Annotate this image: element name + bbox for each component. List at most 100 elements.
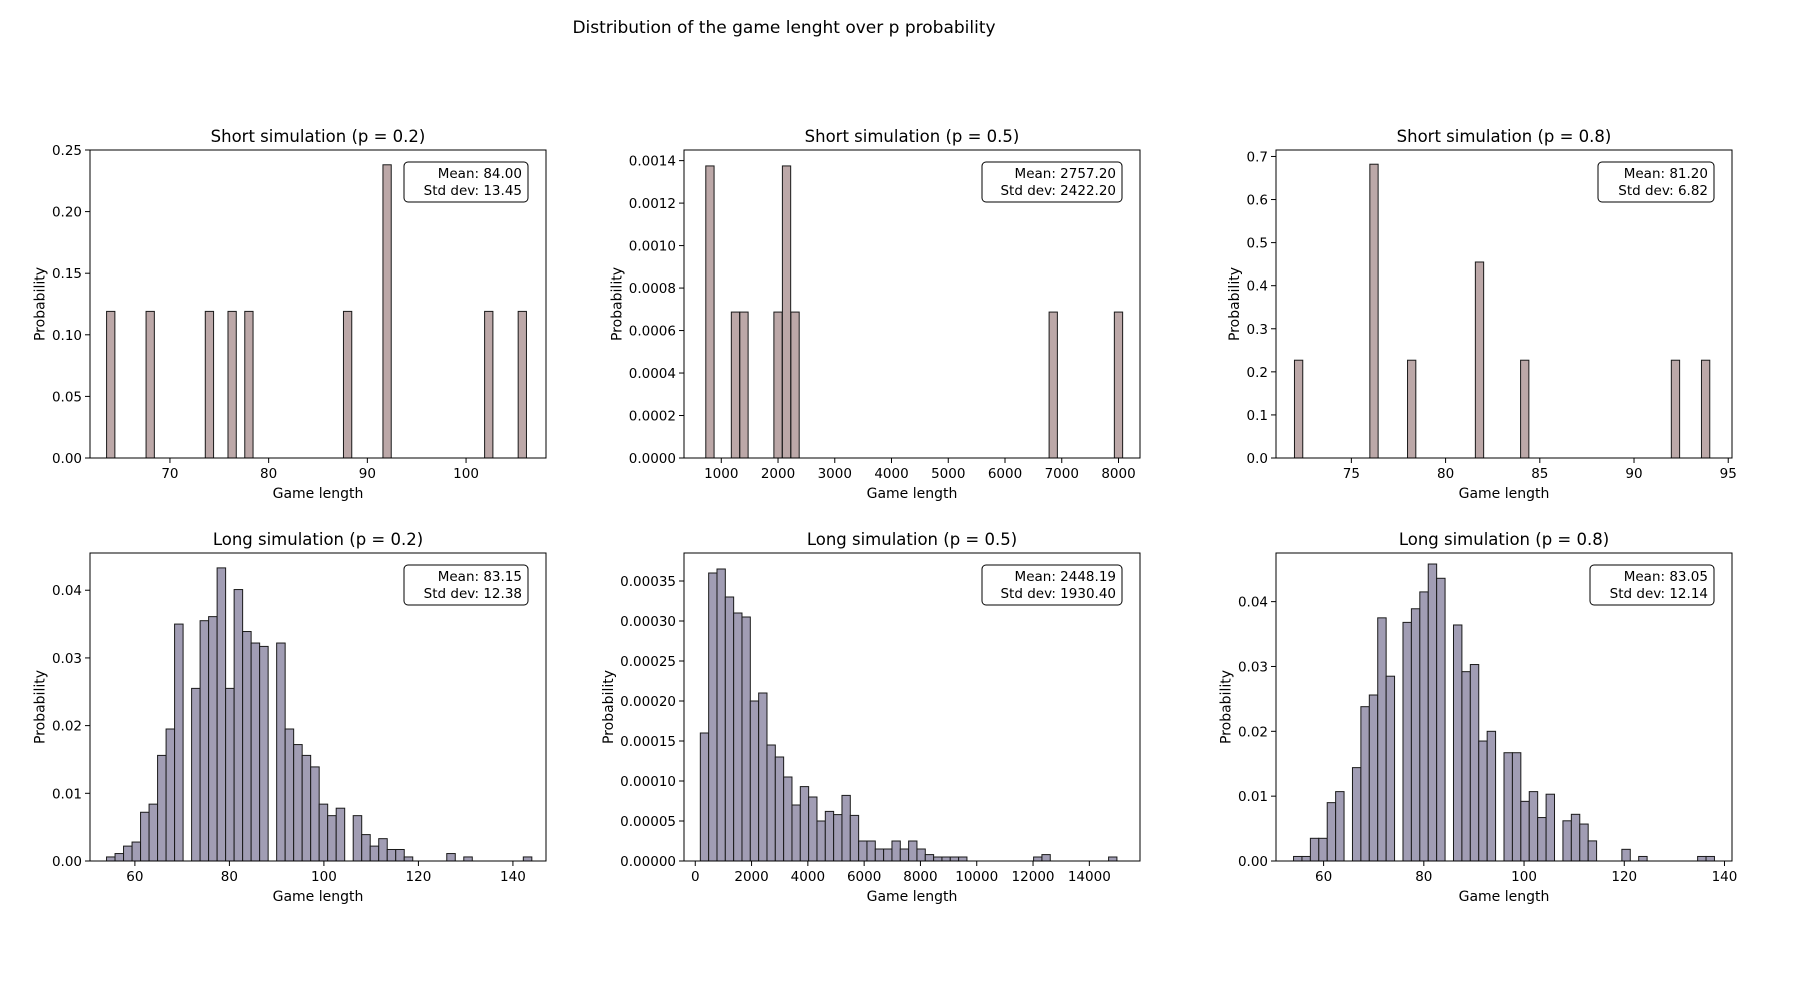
bar <box>352 815 363 862</box>
bar <box>758 692 768 862</box>
bar <box>208 616 218 862</box>
bar <box>1537 817 1547 862</box>
bar <box>708 572 718 862</box>
stats-mean: Mean: 83.05 <box>1624 569 1708 585</box>
bar <box>204 310 215 459</box>
bar <box>1113 311 1124 459</box>
x-tick-label: 2000 <box>734 869 768 885</box>
y-tick-label: 0.05 <box>52 389 82 405</box>
x-axis: 60 80 100 120 140 <box>1315 861 1737 885</box>
bar <box>891 840 901 862</box>
subplot-title: Short simulation (p = 0.8) <box>1397 127 1612 146</box>
axes-frame <box>683 149 1141 459</box>
subplot-6: 60 80 100 120 140 0.00 0.01 0.02 0.03 0.04 Long si… <box>1218 530 1737 905</box>
bar <box>849 814 860 862</box>
bar <box>1419 591 1429 862</box>
bar <box>781 165 792 459</box>
bar <box>874 848 885 862</box>
x-axis-label: Game length <box>273 486 364 502</box>
bar <box>1511 752 1522 862</box>
y-axis-label: Probability <box>1218 670 1234 744</box>
axes-frame <box>1275 552 1733 862</box>
y-tick-label: 0.01 <box>1238 789 1268 805</box>
y-axis: 0.00000 0.00005 0.00010 0.00015 0.00020 0.000… <box>620 574 684 870</box>
y-tick-label: 0.6 <box>1247 193 1268 209</box>
y-tick-label: 0.0002 <box>629 409 676 425</box>
subplot-4: 60 80 100 120 140 0.00 0.01 0.02 0.03 0.04 Long si… <box>32 530 547 905</box>
y-tick-label: 0.00 <box>52 451 82 467</box>
y-tick-label: 0.0006 <box>629 324 676 340</box>
y-tick-label: 0.0 <box>1247 451 1268 467</box>
bars <box>106 567 533 862</box>
bars <box>1293 163 1711 459</box>
x-axis: 60 80 100 120 140 <box>126 861 526 885</box>
y-tick-label: 0.15 <box>52 266 82 282</box>
bar <box>446 853 456 862</box>
x-tick-label: 3000 <box>818 466 852 482</box>
bar <box>1427 563 1438 862</box>
bar <box>517 310 527 459</box>
x-tick-label: 140 <box>1712 869 1738 885</box>
x-axis-label: Game length <box>867 889 958 905</box>
x-tick-label: 140 <box>500 869 526 885</box>
y-axis-label: Probability <box>32 267 48 341</box>
bar <box>1621 848 1631 862</box>
y-tick-label: 0.00030 <box>620 614 676 630</box>
bar <box>310 766 320 862</box>
x-axis: 1000 2000 3000 4000 5000 6000 7000 8000 <box>704 458 1136 482</box>
x-tick-label: 70 <box>161 466 178 482</box>
bar <box>1407 359 1417 459</box>
bar <box>908 840 918 862</box>
bar <box>1562 820 1572 862</box>
bar <box>790 311 800 459</box>
y-tick-label: 0.01 <box>52 786 82 802</box>
x-axis: 70 80 90 100 <box>161 458 479 482</box>
bar <box>1033 856 1043 862</box>
bar <box>949 856 960 862</box>
bar <box>724 596 735 862</box>
y-tick-label: 0.20 <box>52 205 82 221</box>
y-tick-label: 0.10 <box>52 328 82 344</box>
bar <box>866 840 876 862</box>
bar <box>1041 854 1051 862</box>
bar <box>1700 359 1711 459</box>
x-tick-label: 8000 <box>1101 466 1135 482</box>
y-tick-label: 0.03 <box>52 651 82 667</box>
bar <box>1478 740 1488 862</box>
y-tick-label: 0.00035 <box>620 574 676 590</box>
y-tick-label: 0.4 <box>1247 279 1268 295</box>
y-tick-label: 0.0008 <box>629 281 676 297</box>
y-tick-label: 0.00025 <box>620 654 676 670</box>
bar <box>958 856 968 862</box>
subplot-title: Long simulation (p = 0.5) <box>807 530 1017 549</box>
x-tick-label: 4000 <box>791 869 825 885</box>
stats-box-frame <box>981 161 1123 203</box>
bar <box>244 310 254 459</box>
y-tick-label: 0.7 <box>1247 149 1268 165</box>
x-tick-label: 6000 <box>988 466 1022 482</box>
bar <box>1697 855 1707 862</box>
y-tick-label: 0.02 <box>52 719 82 735</box>
bar <box>1301 855 1311 862</box>
bar <box>157 754 167 862</box>
x-tick-label: 85 <box>1531 466 1548 482</box>
bar <box>1368 694 1379 862</box>
bar <box>799 786 810 862</box>
bar <box>1520 800 1530 862</box>
bar <box>382 164 392 459</box>
subplot-title: Long simulation (p = 0.2) <box>213 530 423 549</box>
bar <box>1587 840 1598 862</box>
x-tick-label: 60 <box>1315 869 1332 885</box>
y-axis-label: Probability <box>601 670 617 744</box>
bar <box>148 803 159 862</box>
bar <box>293 744 303 862</box>
x-tick-label: 80 <box>260 466 277 482</box>
stats-std: Std dev: 2422.20 <box>1000 183 1116 199</box>
bar <box>1486 730 1497 862</box>
bar <box>1520 359 1530 459</box>
y-tick-label: 0.03 <box>1238 659 1268 675</box>
bar <box>522 856 533 862</box>
bar <box>941 856 951 862</box>
